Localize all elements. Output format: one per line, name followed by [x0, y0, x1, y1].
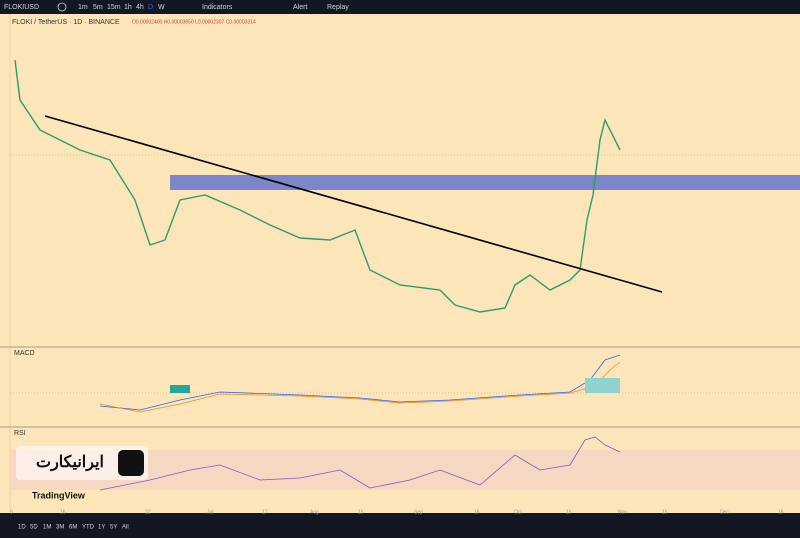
macd-label: MACD — [14, 350, 35, 357]
interval[interactable]: 5m — [93, 4, 103, 11]
interval[interactable]: D — [148, 4, 153, 11]
interval[interactable]: 1m — [78, 4, 88, 11]
x-tick-label: Dec — [720, 509, 729, 515]
x-tick-label: 15 — [358, 509, 364, 515]
x-tick-label: Oct — [514, 509, 522, 515]
histogram — [170, 385, 190, 393]
price — [14, 59, 621, 313]
range-button[interactable]: YTD — [82, 525, 95, 531]
zone — [170, 175, 800, 190]
interval[interactable]: 1h — [124, 4, 132, 11]
x-tick-label: 16 — [566, 509, 572, 515]
interval[interactable]: W — [158, 4, 165, 11]
histogram — [585, 378, 620, 393]
alert-button[interactable]: Alert — [293, 4, 307, 11]
rsi-label: RSI — [14, 430, 26, 437]
range-button[interactable]: 1Y — [98, 525, 105, 531]
range-button[interactable]: 5Y — [110, 525, 117, 531]
range-button[interactable]: 6M — [69, 525, 77, 531]
x-tick-label: 16 — [778, 509, 784, 515]
add-symbol[interactable] — [57, 2, 67, 12]
interval[interactable]: 15m — [107, 4, 121, 11]
logo-box — [16, 446, 148, 480]
rsi-line — [99, 436, 621, 491]
x-tick-label: 16 — [60, 509, 66, 515]
x-tick-label: Nov — [618, 509, 627, 515]
top-bar — [0, 0, 800, 14]
range-button[interactable]: 1M — [43, 525, 51, 531]
legend-ohlc: O0.00002400 H0.00003650 L0.00002307 C0.0… — [132, 19, 256, 25]
chart-area — [0, 14, 800, 513]
x-tick-label: 9 — [10, 509, 13, 515]
legend-title: FLOKI / TetherUS · 1D · BINANCE — [12, 19, 120, 26]
x-tick-label: 17 — [262, 509, 268, 515]
x-tick-label: 22 — [145, 509, 151, 515]
range-button[interactable]: 3M — [56, 525, 64, 531]
x-tick-label: Aug — [310, 509, 319, 515]
x-tick-label: Sep — [414, 509, 423, 515]
x-tick-label: Jul — [207, 509, 213, 515]
interval[interactable]: 4h — [136, 4, 144, 11]
bottom-bar — [0, 520, 800, 533]
range-button[interactable]: 1D — [18, 525, 26, 531]
range-button[interactable]: All — [122, 525, 129, 531]
symbol[interactable]: FLOKIUSD — [4, 4, 39, 11]
replay-button[interactable]: Replay — [327, 4, 349, 11]
x-tick-label: 15 — [662, 509, 668, 515]
watermark: TradingView — [32, 490, 86, 500]
logo-icon — [118, 450, 144, 476]
logo-text: ایرانیکارت — [36, 454, 104, 472]
range-button[interactable]: 5D — [30, 525, 38, 531]
indicators-button[interactable]: Indicators — [202, 4, 233, 11]
trend-line — [44, 115, 663, 293]
x-tick-label: 16 — [474, 509, 480, 515]
